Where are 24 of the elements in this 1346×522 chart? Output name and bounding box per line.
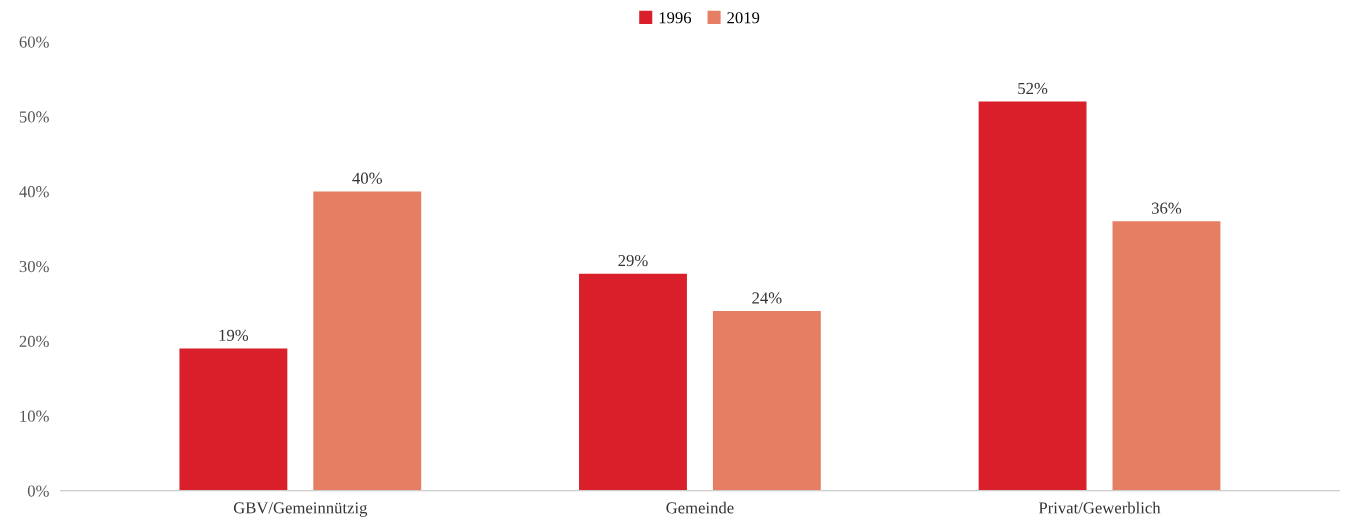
bar xyxy=(579,273,687,491)
y-tick-label: 0% xyxy=(27,485,49,497)
data-label: 40% xyxy=(352,172,382,184)
data-label: 36% xyxy=(1151,202,1182,214)
bar xyxy=(313,191,422,491)
data-label: 52% xyxy=(1018,82,1048,95)
legend-label: 2019 xyxy=(727,12,760,24)
y-tick-label: 10% xyxy=(20,410,49,422)
x-tick-label: Privat/Gewerblich xyxy=(1038,501,1161,514)
x-tick-label: GBV/Gemeinnützig xyxy=(233,502,368,517)
bar xyxy=(978,101,1087,491)
legend-label: 1996 xyxy=(659,12,692,24)
bar xyxy=(1112,221,1221,491)
data-label: 24% xyxy=(752,292,782,304)
x-tick-label: Gemeinde xyxy=(666,501,734,514)
data-label: 29% xyxy=(618,254,648,267)
data-label: 19% xyxy=(219,329,249,342)
y-tick-label: 30% xyxy=(19,260,49,273)
bar xyxy=(712,311,821,491)
bar xyxy=(179,348,288,491)
y-tick-label: 60% xyxy=(19,36,49,48)
y-tick-label: 40% xyxy=(19,186,49,198)
y-tick-label: 20% xyxy=(19,335,49,348)
y-tick-label: 50% xyxy=(19,111,49,123)
